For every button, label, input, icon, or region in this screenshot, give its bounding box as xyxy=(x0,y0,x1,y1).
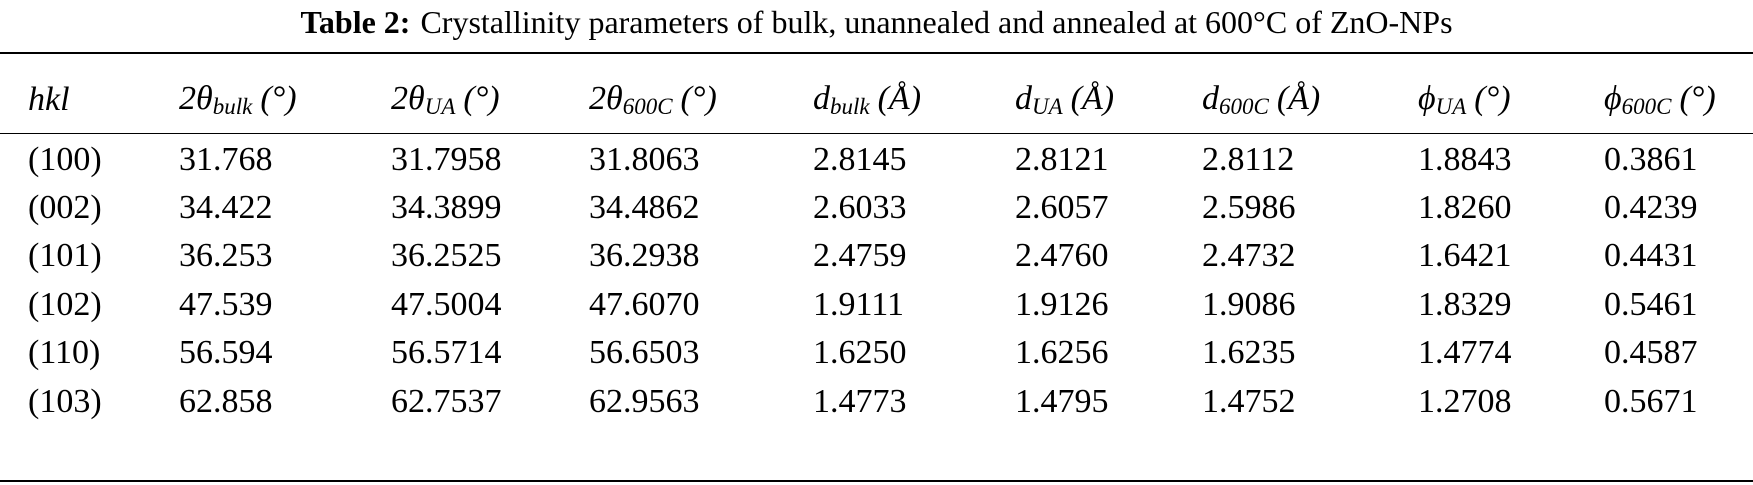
header-subscript: bulk xyxy=(830,94,870,119)
table-cell: 34.3899 xyxy=(391,189,502,226)
table-cell: 36.2938 xyxy=(589,237,700,274)
bottom-rule xyxy=(0,480,1753,482)
row-label: (110) xyxy=(28,334,101,371)
table-cell: 62.858 xyxy=(179,383,273,420)
table-cell: 62.7537 xyxy=(391,383,502,420)
table-cell: 1.4752 xyxy=(1202,383,1296,420)
table-cell: 31.768 xyxy=(179,141,273,178)
table-cell: 0.4587 xyxy=(1604,334,1698,371)
row-label: (103) xyxy=(28,383,102,420)
table-cell: 31.7958 xyxy=(391,141,502,178)
table-cell: 2.8121 xyxy=(1015,141,1109,178)
table-cell: 1.4773 xyxy=(813,383,907,420)
header-unit: (°) xyxy=(1679,80,1716,117)
table-cell: 31.8063 xyxy=(589,141,700,178)
header-unit: (°) xyxy=(463,80,500,117)
table-cell: 62.9563 xyxy=(589,383,700,420)
header-unit: (Å) xyxy=(1276,80,1321,117)
table-cell: 1.4795 xyxy=(1015,383,1109,420)
table-cell: 1.9111 xyxy=(813,286,904,323)
header-symbol: 2θ xyxy=(391,80,425,117)
table-cell: 1.6250 xyxy=(813,334,907,371)
table-cell: 2.8145 xyxy=(813,141,907,178)
table-cell: 1.4774 xyxy=(1418,334,1512,371)
header-subscript: 600C xyxy=(622,94,673,119)
header-subscript: UA xyxy=(1435,94,1467,119)
table-cell: 0.3861 xyxy=(1604,141,1698,178)
table-cell: 0.5461 xyxy=(1604,286,1698,323)
table-cell: 34.422 xyxy=(179,189,273,226)
header-subscript: UA xyxy=(1032,94,1063,119)
column-header: ϕUA (°) xyxy=(1418,80,1511,119)
table-cell: 1.8843 xyxy=(1418,141,1512,178)
table-cell: 2.6033 xyxy=(813,189,907,226)
column-header: hkl xyxy=(28,83,70,117)
header-symbol: 2θ xyxy=(589,80,623,117)
table-cell: 1.8329 xyxy=(1418,286,1512,323)
table-cell: 0.4431 xyxy=(1604,237,1698,274)
table-cell: 47.6070 xyxy=(589,286,700,323)
table-cell: 1.9126 xyxy=(1015,286,1109,323)
header-unit: (°) xyxy=(680,80,717,117)
table-title: Table 2: Crystallinity parameters of bulk… xyxy=(0,6,1753,38)
table-cell: 2.4759 xyxy=(813,237,907,274)
table-cell: 56.6503 xyxy=(589,334,700,371)
column-header: 2θbulk (°) xyxy=(179,80,297,119)
title-label: Table 2: xyxy=(300,4,411,40)
table-cell: 1.9086 xyxy=(1202,286,1296,323)
column-header: 2θ600C (°) xyxy=(589,80,717,119)
column-header: ϕ600C (°) xyxy=(1604,80,1716,119)
header-symbol: d xyxy=(1202,80,1219,117)
column-header: d600C (Å) xyxy=(1202,80,1321,119)
header-unit: (Å) xyxy=(877,80,922,117)
column-header: 2θUA (°) xyxy=(391,80,500,119)
header-subscript: UA xyxy=(424,94,456,119)
header-symbol: d xyxy=(1015,80,1032,117)
table-cell: 2.4760 xyxy=(1015,237,1109,274)
table-cell: 47.5004 xyxy=(391,286,502,323)
column-header: dUA (Å) xyxy=(1015,80,1115,119)
header-symbol: d xyxy=(813,80,830,117)
title-text: Crystallinity parameters of bulk, unanne… xyxy=(420,4,1453,40)
table-cell: 2.6057 xyxy=(1015,189,1109,226)
table-cell: 2.4732 xyxy=(1202,237,1296,274)
table-cell: 1.6421 xyxy=(1418,237,1512,274)
top-rule xyxy=(0,52,1753,54)
header-unit: (°) xyxy=(260,80,297,117)
table-cell: 56.5714 xyxy=(391,334,502,371)
table-cell: 2.8112 xyxy=(1202,141,1295,178)
header-unit: (°) xyxy=(1474,80,1511,117)
row-label: (101) xyxy=(28,237,102,274)
table-cell: 0.4239 xyxy=(1604,189,1698,226)
header-symbol: 2θ xyxy=(179,80,213,117)
header-symbol: ϕ xyxy=(1604,80,1622,117)
header-unit: (Å) xyxy=(1070,80,1115,117)
row-label: (002) xyxy=(28,189,102,226)
table-cell: 47.539 xyxy=(179,286,273,323)
header-symbol: hkl xyxy=(28,81,70,118)
header-rule xyxy=(0,133,1753,134)
table-cell: 1.8260 xyxy=(1418,189,1512,226)
table-cell: 36.2525 xyxy=(391,237,502,274)
header-subscript: 600C xyxy=(1621,94,1672,119)
header-subscript: 600C xyxy=(1219,94,1269,119)
row-label: (102) xyxy=(28,286,102,323)
header-symbol: ϕ xyxy=(1418,80,1436,117)
row-label: (100) xyxy=(28,141,102,178)
table-cell: 1.6256 xyxy=(1015,334,1109,371)
header-subscript: bulk xyxy=(212,94,253,119)
table-cell: 36.253 xyxy=(179,237,273,274)
table-cell: 0.5671 xyxy=(1604,383,1698,420)
table-cell: 56.594 xyxy=(179,334,273,371)
table-cell: 1.6235 xyxy=(1202,334,1296,371)
column-header: dbulk (Å) xyxy=(813,80,922,119)
table-cell: 2.5986 xyxy=(1202,189,1296,226)
table-cell: 1.2708 xyxy=(1418,383,1512,420)
table-cell: 34.4862 xyxy=(589,189,700,226)
